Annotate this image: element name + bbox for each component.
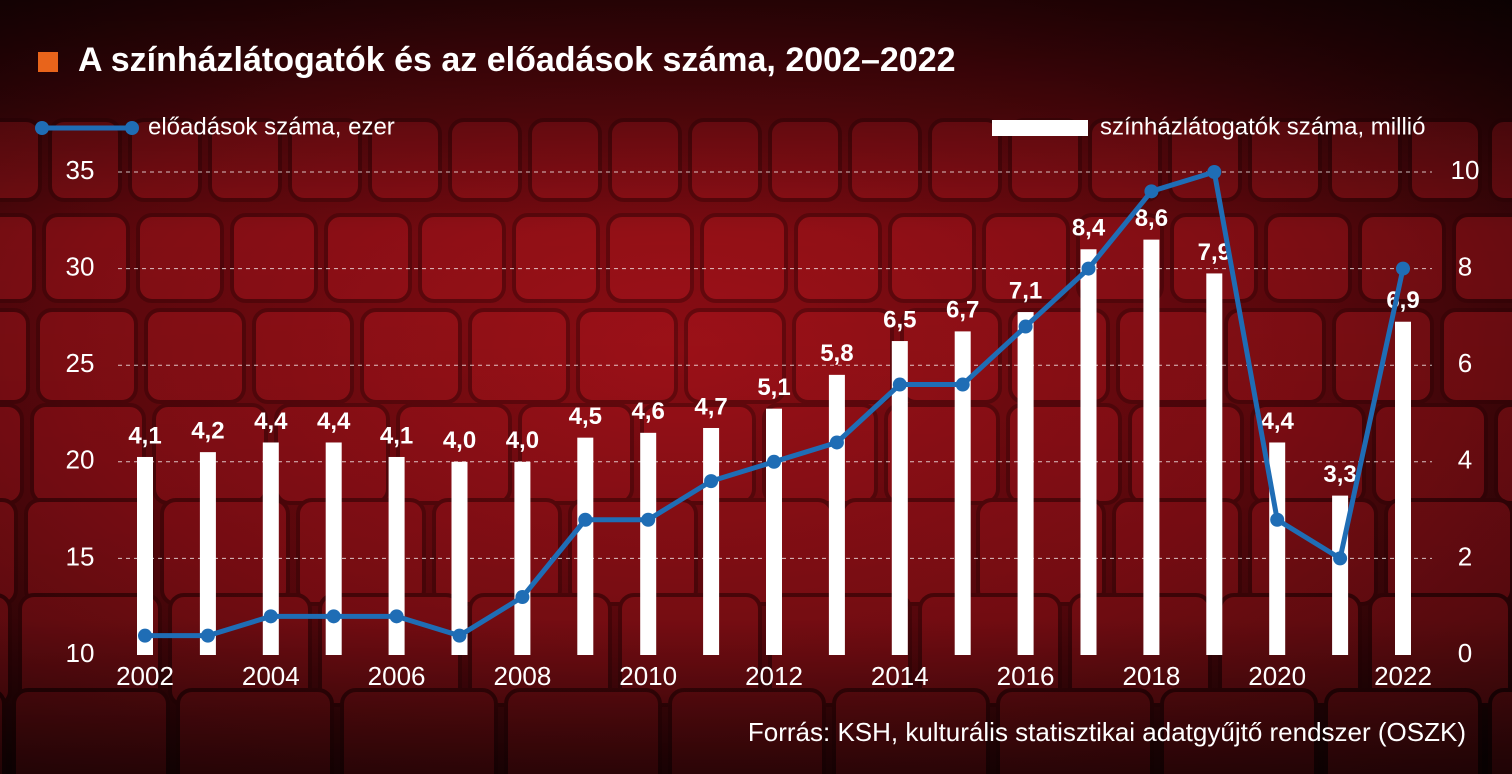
bar-value-label: 4,4 [317, 408, 351, 435]
line-point [1270, 512, 1285, 527]
legend-swatch-point [125, 121, 139, 135]
bar [1206, 273, 1223, 655]
bar-value-label: 4,0 [443, 427, 476, 454]
bar [1080, 249, 1097, 655]
bar-value-label: 8,6 [1135, 205, 1168, 232]
x-tick-label: 2012 [745, 661, 803, 691]
y2-tick-label: 6 [1458, 348, 1472, 378]
bar-value-label: 6,7 [946, 297, 979, 324]
y-tick-label: 15 [66, 541, 95, 571]
bar [388, 456, 405, 655]
source-note: Forrás: KSH, kulturális statisztikai ada… [748, 717, 1466, 747]
bar-value-label: 8,4 [1072, 215, 1106, 242]
bar-value-label: 4,0 [506, 427, 539, 454]
x-tick-label: 2018 [1122, 661, 1180, 691]
line-point [704, 474, 719, 489]
bar-value-label: 7,1 [1009, 277, 1042, 304]
x-tick-label: 2006 [368, 661, 426, 691]
line-point [1207, 165, 1222, 179]
bar [1017, 312, 1034, 655]
bar [954, 331, 971, 655]
y2-tick-label: 2 [1458, 541, 1472, 571]
x-tick-label: 2008 [493, 661, 551, 691]
line-point [389, 609, 404, 624]
y-tick-label: 35 [66, 155, 95, 185]
bar [640, 432, 657, 655]
legend-label: előadások száma, ezer [148, 113, 395, 140]
bar-value-label: 4,7 [694, 393, 727, 420]
line-point [892, 377, 907, 392]
line-point [1396, 261, 1410, 276]
legend-swatch [992, 120, 1088, 136]
y-tick-label: 30 [66, 251, 95, 281]
bar [262, 442, 279, 655]
line-point [955, 377, 970, 392]
x-tick-label: 2020 [1248, 661, 1306, 691]
bar [451, 461, 468, 655]
x-tick-label: 2016 [997, 661, 1055, 691]
bar [828, 374, 845, 655]
line-point [1018, 319, 1033, 334]
title-marker [38, 52, 58, 72]
bar-value-label: 4,6 [632, 398, 665, 425]
bar [1395, 321, 1411, 655]
line-point [263, 609, 278, 624]
legend-label: színházlátogatók száma, millió [1100, 113, 1425, 140]
bar [703, 427, 720, 655]
line-point [767, 454, 781, 469]
bar [1332, 495, 1349, 655]
y-tick-label: 25 [66, 348, 95, 378]
bar [1143, 239, 1160, 655]
y2-tick-label: 4 [1458, 445, 1472, 475]
bar [577, 437, 594, 655]
line-point [578, 512, 593, 527]
x-tick-label: 2022 [1374, 661, 1432, 691]
bar-value-label: 5,1 [757, 374, 790, 401]
x-tick-label: 2002 [116, 661, 174, 691]
x-tick-label: 2014 [871, 661, 929, 691]
x-tick-label: 2004 [242, 661, 300, 691]
y-tick-label: 10 [66, 638, 95, 668]
line-point [1333, 551, 1348, 566]
y2-tick-label: 0 [1458, 638, 1472, 668]
line-point [200, 628, 215, 643]
line-point [138, 628, 152, 643]
line-point [1144, 184, 1159, 199]
bar-value-label: 5,8 [820, 340, 853, 367]
line-point [326, 609, 341, 624]
bar [199, 452, 216, 655]
bar [1269, 442, 1286, 655]
line-point [641, 512, 656, 527]
y-tick-label: 20 [66, 445, 95, 475]
bar-value-label: 4,1 [380, 422, 413, 449]
line-point [452, 628, 467, 643]
bar [137, 456, 153, 655]
line-point [515, 590, 530, 605]
bar-value-label: 6,9 [1386, 287, 1419, 314]
line-point [1081, 261, 1096, 276]
legend-swatch-point [35, 121, 49, 135]
x-tick-label: 2010 [619, 661, 677, 691]
bar [766, 408, 782, 655]
bar [325, 442, 342, 655]
bar-value-label: 4,2 [191, 417, 224, 444]
y2-tick-label: 8 [1458, 251, 1472, 281]
bar-value-label: 4,4 [254, 408, 288, 435]
bar [891, 341, 908, 655]
y2-tick-label: 10 [1451, 155, 1480, 185]
bar-value-label: 4,5 [569, 403, 602, 430]
bar-value-label: 3,3 [1323, 461, 1356, 488]
chart-title: A színházlátogatók és az előadások száma… [78, 41, 956, 79]
bar-value-label: 6,5 [883, 306, 916, 333]
bar-value-label: 4,1 [128, 422, 161, 449]
bar [514, 461, 531, 655]
bar-value-label: 4,4 [1261, 408, 1295, 435]
line-point [829, 435, 844, 450]
